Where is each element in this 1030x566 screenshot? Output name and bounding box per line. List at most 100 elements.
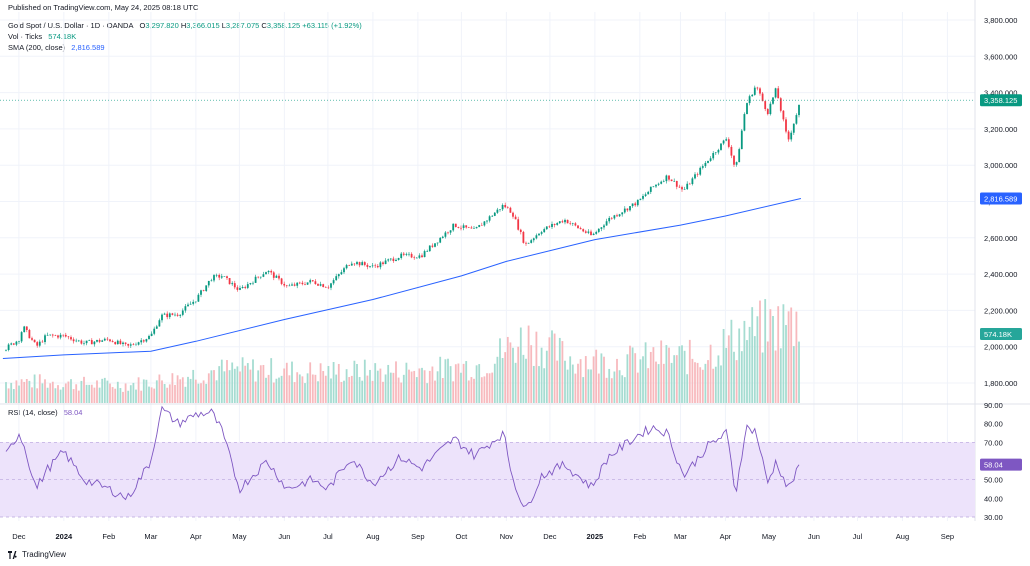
volume-bar xyxy=(623,377,626,403)
volume-bar xyxy=(356,364,358,403)
sma-label[interactable]: SMA (200, close) xyxy=(8,43,66,52)
candle-body xyxy=(93,341,96,345)
candle-body xyxy=(629,206,631,211)
volume-bar xyxy=(140,390,143,403)
volume-bar xyxy=(779,348,782,403)
volume-bar xyxy=(733,351,735,403)
candle-body xyxy=(210,280,213,282)
volume-bar xyxy=(324,375,327,403)
candle-body xyxy=(374,265,377,267)
volume-bar xyxy=(561,341,564,403)
candle-body xyxy=(649,186,652,192)
rsi-badge-bg xyxy=(980,458,1022,471)
candle-body xyxy=(766,109,769,115)
time-tick-label: May xyxy=(762,532,776,541)
candle-body xyxy=(530,240,533,243)
volume-bar xyxy=(618,370,621,403)
candle-body xyxy=(506,207,509,208)
volume-bar xyxy=(746,340,748,403)
volume-bar xyxy=(38,374,41,403)
volume-bar xyxy=(155,380,158,403)
candle-body xyxy=(426,251,429,252)
high-label: H xyxy=(180,21,187,30)
volume-bar xyxy=(132,382,135,403)
candle-body xyxy=(514,216,517,220)
time-tick-label: Jun xyxy=(278,532,290,541)
volume-bar xyxy=(725,347,728,403)
candle-body xyxy=(457,227,460,228)
volume-bar xyxy=(301,376,304,403)
candle-body xyxy=(319,284,322,286)
last-price-badge: 3,358.125 xyxy=(984,96,1017,105)
candle-body xyxy=(449,230,452,233)
candle-body xyxy=(517,219,520,230)
volume-bar xyxy=(337,363,340,403)
candle-body xyxy=(462,225,465,228)
candle-body xyxy=(324,287,327,288)
volume-bar xyxy=(582,377,585,403)
candle-body xyxy=(207,280,210,286)
volume-bar xyxy=(558,337,561,403)
volume-label[interactable]: Vol · Ticks xyxy=(8,32,43,41)
candle-body xyxy=(20,332,23,342)
volume-bar xyxy=(124,383,127,403)
volume-bar xyxy=(77,390,80,403)
volume-bar xyxy=(717,355,720,403)
symbol-name[interactable]: Gold Spot / U.S. Dollar · 1D · OANDA xyxy=(8,21,134,30)
brand[interactable]: TradingView xyxy=(8,550,66,559)
volume-bar xyxy=(15,380,18,403)
volume-bar xyxy=(579,359,582,403)
candle-body xyxy=(124,342,127,344)
volume-bar xyxy=(548,337,551,403)
volume-bar xyxy=(647,368,650,403)
volume-bar xyxy=(610,378,613,403)
rsi-label[interactable]: RSI (14, close) xyxy=(8,408,58,417)
time-axis[interactable]: Dec 2024 Feb Mar Apr May Jun Jul Aug Sep Oct Nov Dec… xyxy=(12,532,954,541)
candle-body xyxy=(278,275,280,279)
volume-bar xyxy=(246,363,249,403)
candle-body xyxy=(470,227,473,229)
volume-bar xyxy=(478,364,481,403)
candle-body xyxy=(31,338,33,340)
candle-body xyxy=(288,285,291,287)
price-tick-label: 3,000.000 xyxy=(984,161,1017,170)
volume-bar xyxy=(179,379,182,403)
rsi-line xyxy=(5,405,800,507)
candle-body xyxy=(759,88,761,94)
brand-name: TradingView xyxy=(22,550,67,559)
volume-bar xyxy=(491,372,494,403)
volume-bar xyxy=(267,374,270,403)
time-tick-label: Sep xyxy=(941,532,954,541)
time-tick-label: Dec xyxy=(543,532,557,541)
candle-body xyxy=(150,333,153,336)
high-value: 3,366.015 xyxy=(186,21,220,30)
volume-bar xyxy=(621,375,624,403)
low-label: L xyxy=(221,21,226,30)
time-tick-label: Feb xyxy=(102,532,115,541)
volume-bar xyxy=(80,380,83,403)
candle-body xyxy=(218,274,221,278)
volume-bar xyxy=(410,371,413,403)
candle-body xyxy=(439,237,442,243)
volume-bar xyxy=(200,383,202,403)
candle-body xyxy=(353,263,356,265)
volume-bar xyxy=(590,369,592,403)
volume-bar xyxy=(382,381,384,403)
candle-body xyxy=(54,335,57,337)
volume-bar xyxy=(553,333,556,403)
candle-body xyxy=(392,258,395,262)
volume-bar xyxy=(566,369,569,403)
volume-bar xyxy=(64,383,67,403)
candle-body xyxy=(691,178,694,185)
volume-bar xyxy=(675,355,678,403)
candle-body xyxy=(12,343,15,345)
volume-bar xyxy=(504,352,507,403)
candle-body xyxy=(746,103,748,115)
candle-body xyxy=(371,265,374,267)
volume-bar xyxy=(389,372,392,403)
candle-body xyxy=(205,285,208,291)
candle-body xyxy=(603,225,605,228)
sma-badge: 2,816.589 xyxy=(984,194,1017,203)
volume-bar xyxy=(543,368,546,403)
